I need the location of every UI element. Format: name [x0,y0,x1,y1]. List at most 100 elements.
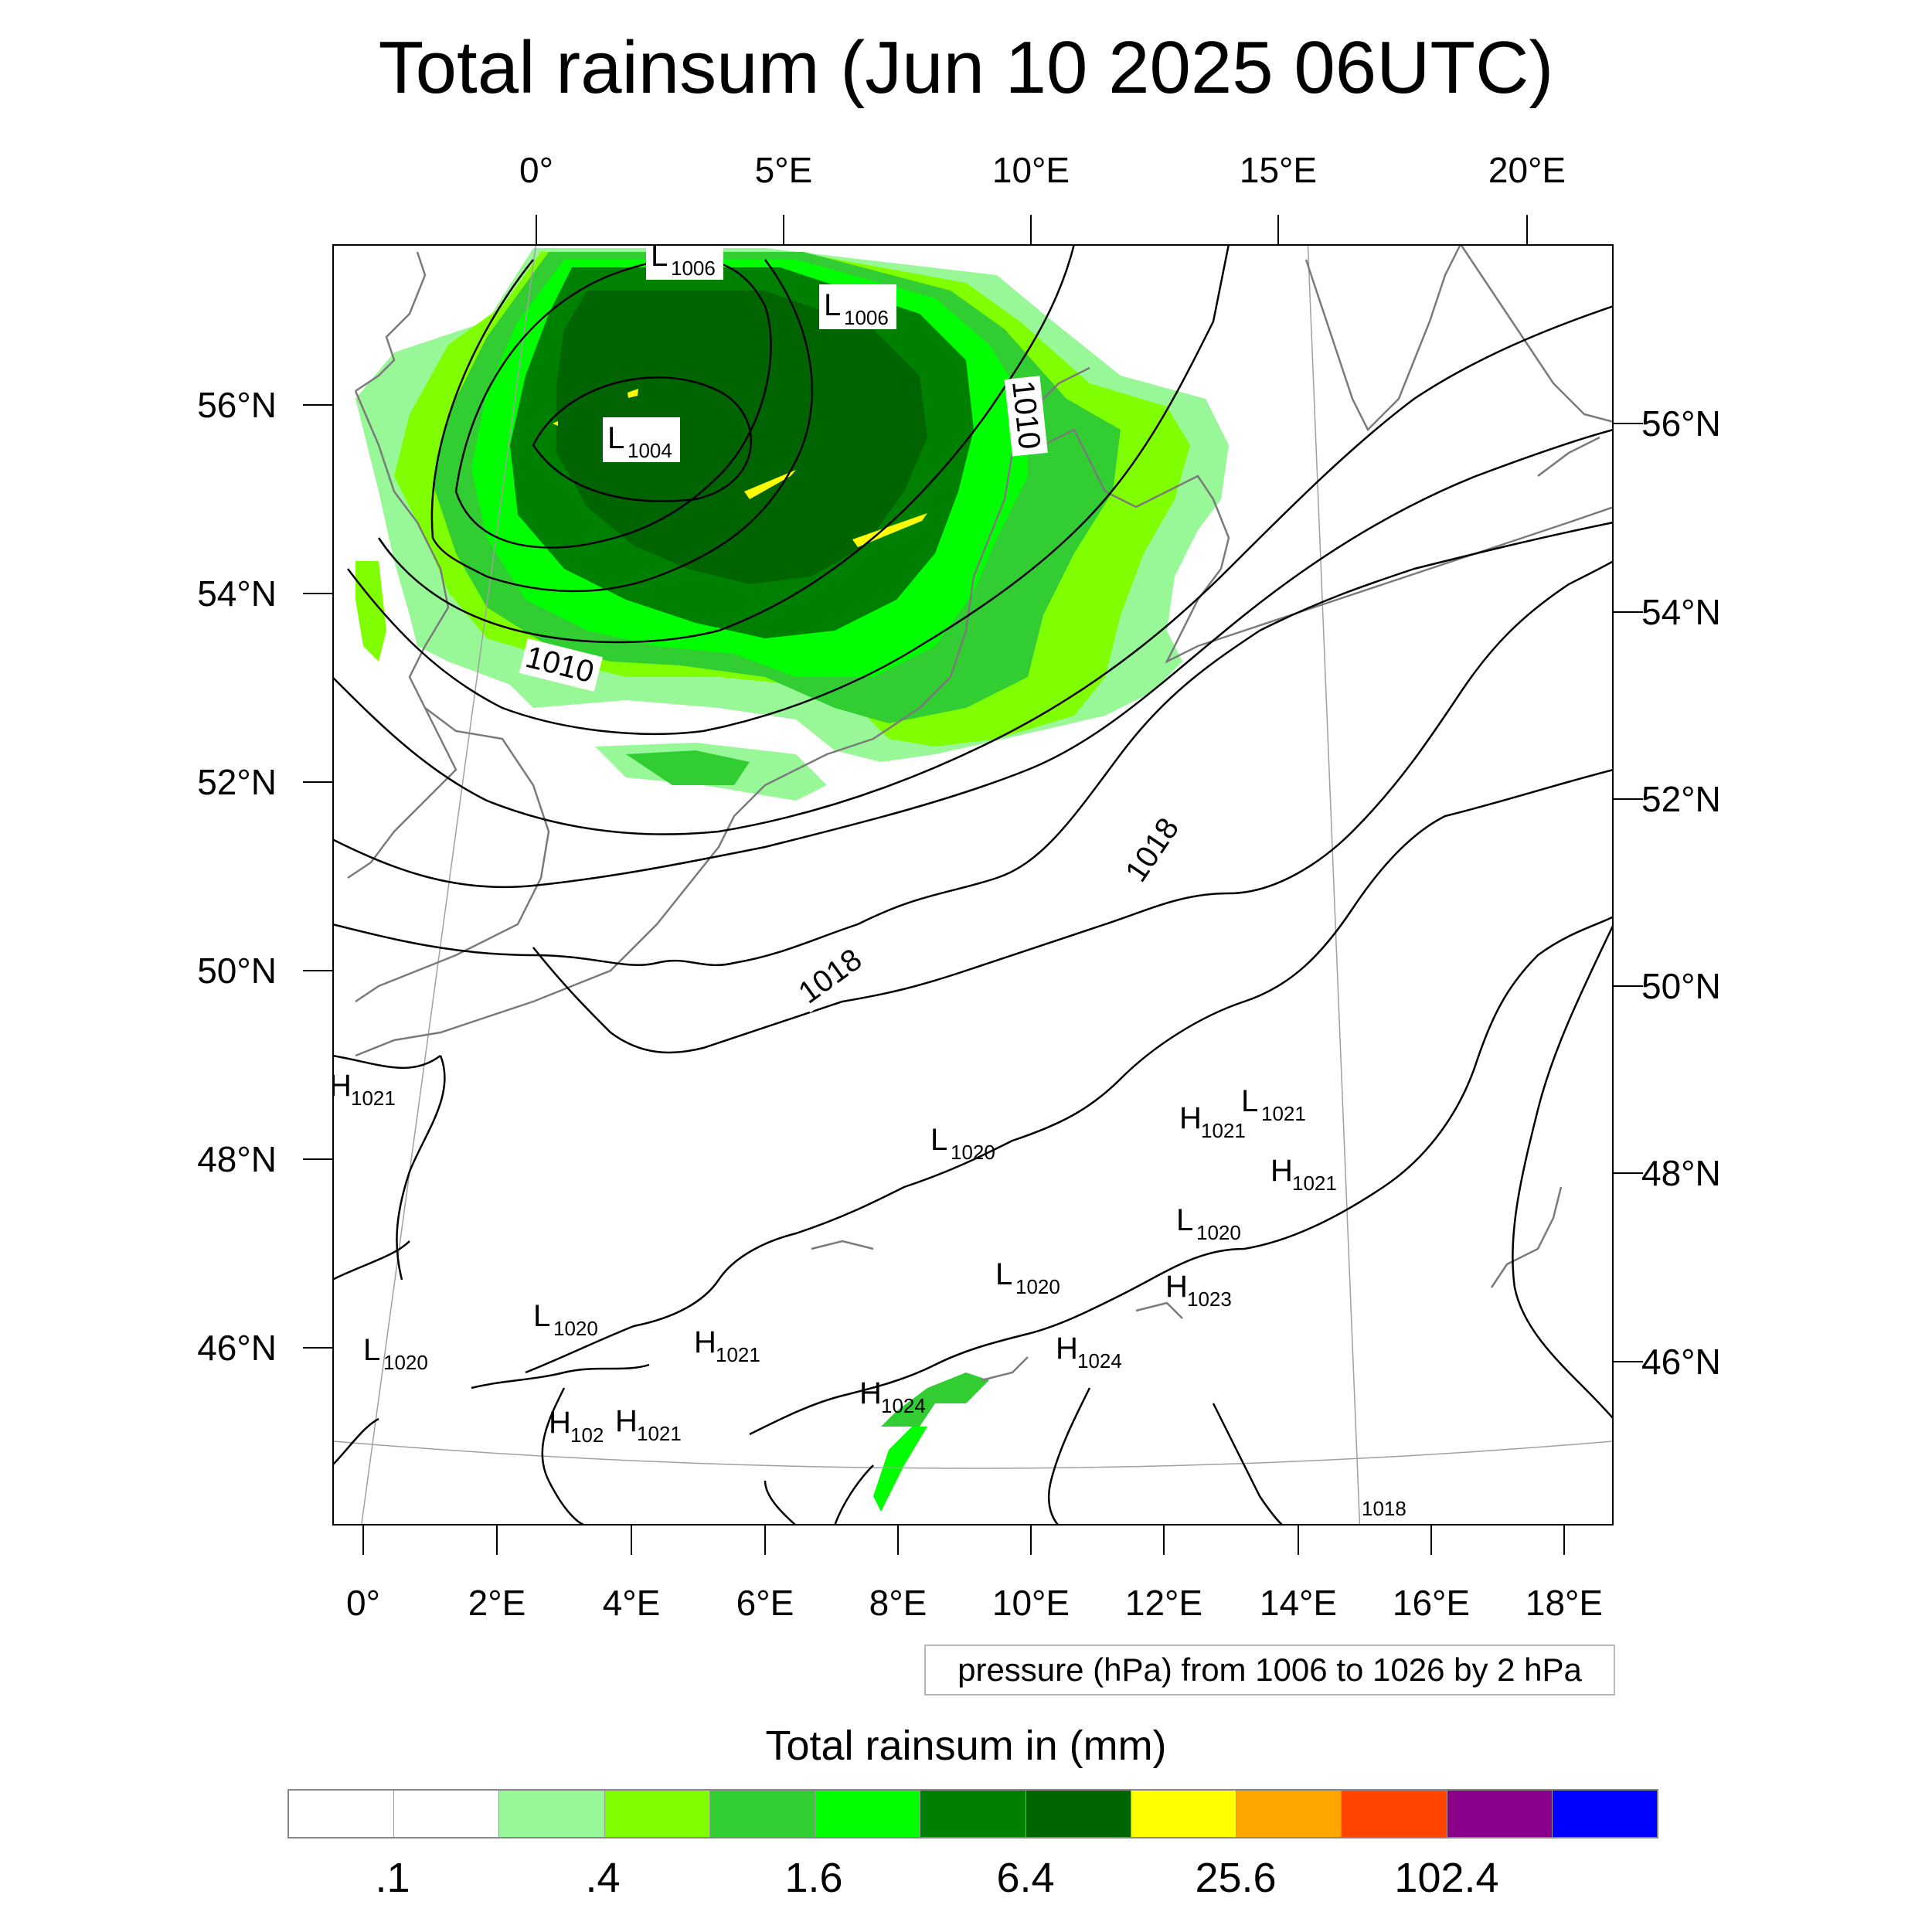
colorbar-cell [1552,1791,1658,1837]
map-border [332,244,1614,1526]
top-lon-label: 0° [519,150,553,190]
bottom-lon-label: 10°E [992,1583,1070,1623]
pressure-center-value: 1020 [1015,1275,1060,1298]
colorbar-cell [289,1791,395,1837]
pressure-center-type: H [332,1069,352,1103]
colorbar-label: 102.4 [1394,1855,1499,1901]
right-lat-label: 54°N [1641,592,1721,632]
right-lat-label: 52°N [1641,779,1721,819]
rain-area-alps [881,1372,989,1427]
page-title: Total rainsum (Jun 10 2025 06UTC) [378,26,1554,109]
pressure-center-type: L [651,244,668,273]
isobar-1012 [347,244,1230,735]
right-lat-label: 48°N [1641,1153,1721,1193]
bottom-lon-label: 2°E [468,1583,526,1623]
pressure-center-value: 1006 [671,257,716,280]
left-lat-label: 46°N [197,1328,277,1368]
colorbar-cell [1447,1791,1553,1837]
pressure-center-value: 1021 [716,1343,760,1366]
coastlines [347,244,1614,1382]
pressure-center-type: H [694,1325,716,1359]
right-lat-label: 56°N [1641,403,1721,444]
left-lat-label: 56°N [197,385,277,425]
isobar-1008 [430,259,813,593]
pressure-center-type: L [930,1123,947,1157]
pressure-center-value: 1024 [1077,1349,1122,1372]
pressure-center-value: 102 [570,1423,604,1447]
colorbar-label: .1 [375,1855,410,1901]
pressure-center-value: 1020 [1196,1221,1241,1244]
isobar-west [332,1240,410,1466]
pressure-center-type: L [824,288,841,322]
colorbar-cell [604,1791,710,1837]
isobar-1004-inner [532,376,753,502]
isobar-1018-b [332,560,1614,1070]
isobar-labels: 1010 1010 1018 1018 1018 [519,376,1406,1520]
pressure-note: pressure (hPa) from 1006 to 1026 by 2 hP… [924,1645,1615,1696]
bottom-lon-label: 6°E [736,1583,794,1623]
bottom-lon-label: 4°E [602,1583,661,1623]
rain-area-alps-west [873,1427,927,1512]
pressure-center-type: H [1165,1270,1188,1304]
pressure-center-value: 1020 [383,1351,428,1374]
rainfall-shading [355,248,1229,1512]
left-lat-label: 50°N [197,951,277,991]
pressure-center-type: L [533,1299,550,1333]
colorbar-cell [499,1791,605,1837]
pressure-center-type: L [995,1257,1012,1291]
colorbar-cell [709,1791,816,1837]
colorbar-cell [1342,1791,1447,1837]
isobar-label: 1018 [1362,1497,1406,1520]
pressure-center-value: 1004 [628,439,672,462]
pressure-center-type: H [1179,1101,1202,1135]
rain-area-dark [556,291,927,584]
pressure-center-type: L [363,1333,380,1367]
bottom-lon-label: 0° [346,1583,380,1623]
colorbar-cell [1131,1791,1237,1837]
bottom-lon-label: 18°E [1525,1583,1604,1623]
rain-area-west-strip [355,561,386,662]
graticule [332,244,1614,1526]
left-lat-label: 52°N [197,762,277,802]
colorbar-cell [920,1791,1026,1837]
colorbar-label: .4 [585,1855,621,1901]
pressure-center-value: 1021 [637,1422,682,1445]
pressure-center-value: 1020 [553,1317,598,1340]
isobar-1014 [332,304,1614,835]
bottom-lon-label: 8°E [869,1583,927,1623]
right-lat-label: 46°N [1641,1342,1721,1382]
colorbar-label: 25.6 [1195,1855,1277,1901]
map-panel: 1010 1010 1018 1018 1018 L 1006 [332,244,1614,1526]
left-lat-label: 54°N [197,573,277,614]
isobar-east [1512,923,1614,1420]
pressure-center-value: 1020 [951,1141,995,1164]
colorbar-cell [394,1791,500,1837]
pressure-center-value: 1006 [844,306,889,329]
pressure-centers: L 1006 L 1006 L 1004 H 1021 L 1020 H 102… [332,244,1337,1447]
pressure-center-type: L [1241,1084,1258,1118]
isobar-1006 [454,257,772,549]
pressure-center-value: 1021 [351,1087,396,1110]
pressure-center-value: 1024 [881,1394,926,1417]
isobars [332,244,1614,1526]
top-lon-label: 5°E [754,150,813,190]
pressure-center-value: 1023 [1187,1287,1232,1311]
pressure-center-type: H [1270,1154,1293,1188]
pressure-center-value: 1021 [1201,1119,1246,1142]
left-lat-label: 48°N [197,1139,277,1179]
bottom-lon-label: 14°E [1259,1583,1338,1623]
isobar-label: 1010 [1005,379,1046,451]
pressure-center-type: L [607,421,624,455]
colorbar-title: Total rainsum in (mm) [765,1723,1167,1769]
colorbar-label: 6.4 [996,1855,1055,1901]
top-lon-label: 20°E [1488,150,1566,190]
isobar-1018-a [332,521,1614,967]
pressure-center-type: H [1056,1332,1078,1366]
bottom-lon-label: 16°E [1392,1583,1471,1623]
pressure-center-type: H [615,1404,638,1438]
isobar-1016 [332,428,1614,889]
colorbar [287,1789,1658,1838]
colorbar-cell [1236,1791,1342,1837]
rain-area-south-inner [626,750,750,785]
